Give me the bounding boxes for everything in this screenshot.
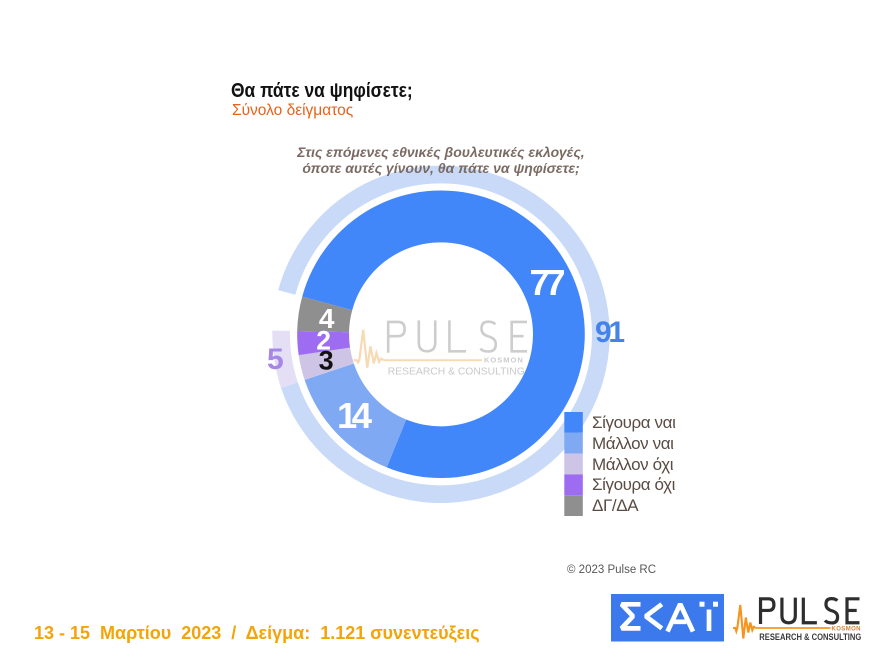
svg-text:2: 2: [316, 325, 331, 355]
svg-text:RESEARCH & CONSULTING: RESEARCH & CONSULTING: [759, 632, 861, 643]
svg-text:5: 5: [267, 343, 284, 376]
svg-text:91: 91: [595, 316, 625, 349]
svg-text:KOSMON: KOSMON: [832, 627, 861, 633]
svg-text:14: 14: [337, 395, 373, 436]
svg-text:RESEARCH & CONSULTING: RESEARCH & CONSULTING: [388, 367, 525, 378]
svg-text:77: 77: [530, 262, 566, 303]
svg-text:KOSMON: KOSMON: [484, 356, 524, 365]
svg-text:4: 4: [319, 303, 335, 334]
svg-text:3: 3: [319, 346, 334, 376]
